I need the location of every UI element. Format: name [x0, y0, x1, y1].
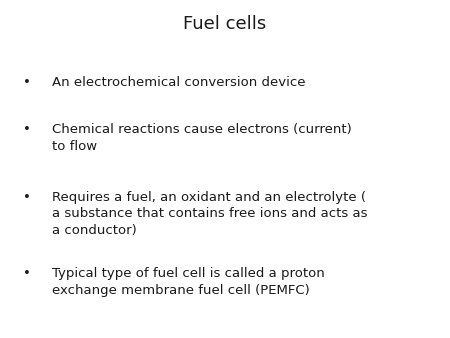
Text: An electrochemical conversion device: An electrochemical conversion device	[52, 76, 305, 89]
Text: Typical type of fuel cell is called a proton
exchange membrane fuel cell (PEMFC): Typical type of fuel cell is called a pr…	[52, 267, 324, 296]
Text: Chemical reactions cause electrons (current)
to flow: Chemical reactions cause electrons (curr…	[52, 123, 351, 153]
Text: Requires a fuel, an oxidant and an electrolyte (
a substance that contains free : Requires a fuel, an oxidant and an elect…	[52, 191, 367, 237]
Text: •: •	[23, 123, 31, 136]
Text: •: •	[23, 267, 31, 280]
Text: •: •	[23, 191, 31, 204]
Text: •: •	[23, 76, 31, 89]
Text: Fuel cells: Fuel cells	[184, 15, 266, 33]
